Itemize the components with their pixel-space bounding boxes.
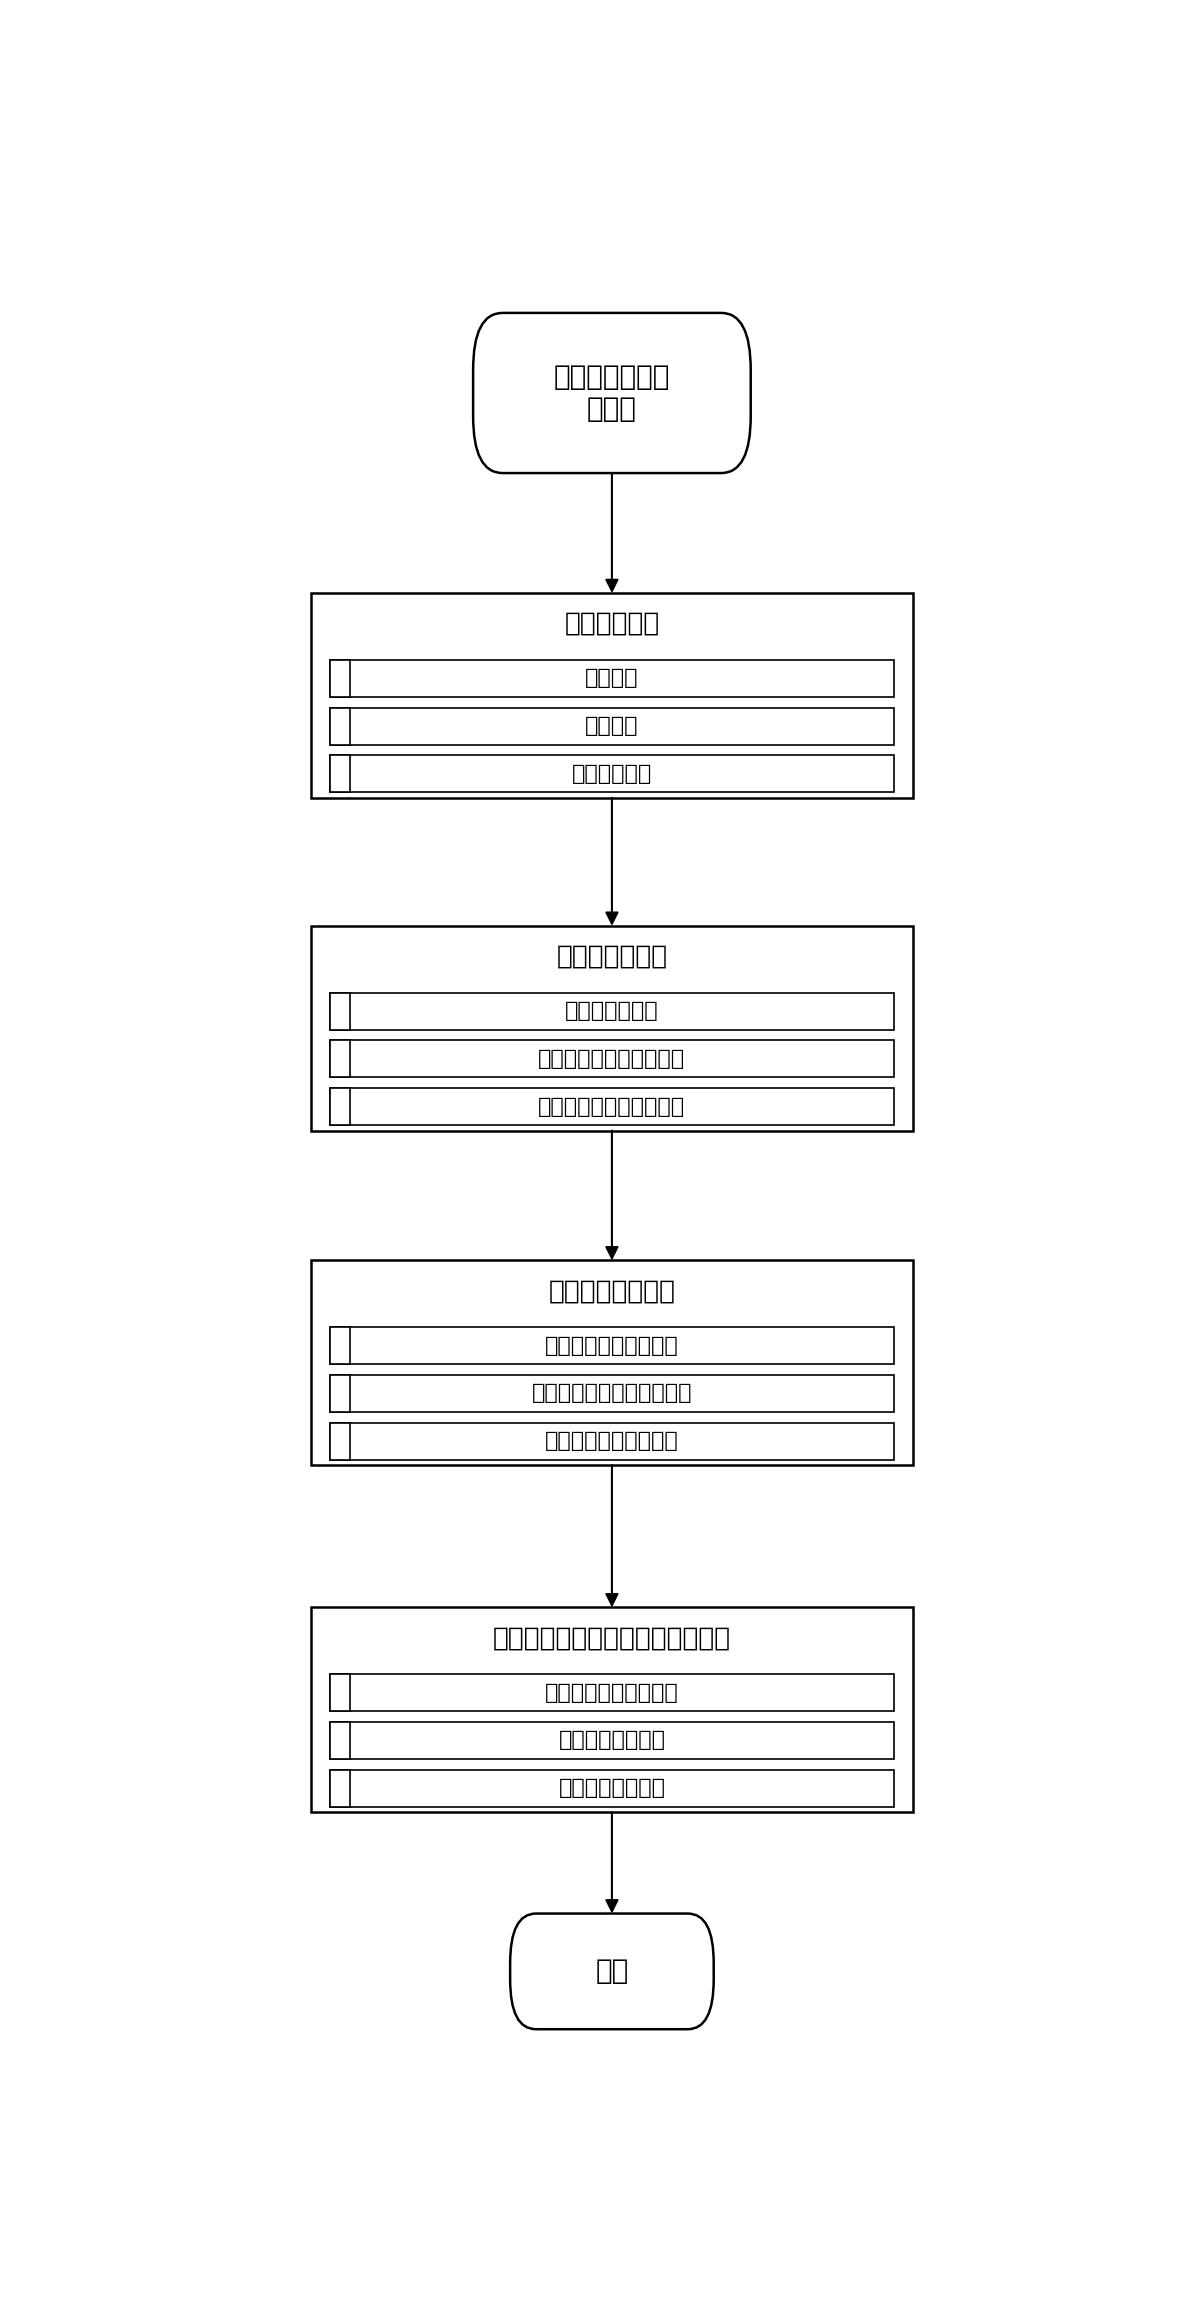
Bar xyxy=(312,1259,912,1465)
Bar xyxy=(330,1722,350,1759)
Bar xyxy=(330,994,350,1031)
Bar xyxy=(312,594,912,797)
Bar xyxy=(330,1040,350,1077)
FancyBboxPatch shape xyxy=(510,1914,714,2029)
Bar xyxy=(330,1040,894,1077)
Bar xyxy=(330,1327,350,1363)
Bar xyxy=(330,1424,350,1461)
Text: 自动验收结果分析和输出验收报告: 自动验收结果分析和输出验收报告 xyxy=(493,1625,731,1650)
Text: 通信配置: 通信配置 xyxy=(585,716,639,737)
Text: 选择要验收的模型和规则: 选择要验收的模型和规则 xyxy=(538,1049,685,1070)
Bar xyxy=(330,1327,894,1363)
Bar xyxy=(330,661,894,698)
Bar xyxy=(330,1722,894,1759)
Text: 主站自动下发控制命令: 主站自动下发控制命令 xyxy=(544,1431,679,1451)
Bar xyxy=(330,1375,350,1412)
Bar xyxy=(312,1608,912,1812)
Text: 自动生成验收报告: 自动生成验收报告 xyxy=(559,1777,665,1798)
Text: 向验收装置同步规则文件: 向验收装置同步规则文件 xyxy=(538,1098,685,1116)
Bar xyxy=(330,1088,350,1125)
Bar xyxy=(330,707,894,744)
Bar xyxy=(312,927,912,1130)
Bar xyxy=(330,994,894,1031)
Text: 智能验收装置自动加量测试: 智能验收装置自动加量测试 xyxy=(531,1384,693,1403)
Text: 自动验收过程数据记录: 自动验收过程数据记录 xyxy=(544,1682,679,1703)
Text: 现场配置: 现场配置 xyxy=(585,668,639,689)
Text: 验收规则配置: 验收规则配置 xyxy=(572,765,652,783)
Bar xyxy=(330,1424,894,1461)
Bar xyxy=(330,1673,894,1710)
Bar xyxy=(330,1673,350,1710)
Text: 单个配电设备自
动验收: 单个配电设备自 动验收 xyxy=(554,363,670,423)
Bar xyxy=(330,1770,350,1807)
Text: 自动验收加量控制: 自动验收加量控制 xyxy=(548,1278,676,1303)
Bar xyxy=(330,1375,894,1412)
Text: 验收环境配置: 验收环境配置 xyxy=(565,610,659,638)
Text: 结束: 结束 xyxy=(596,1957,628,1985)
Text: 主站下发开始验收指令: 主站下发开始验收指令 xyxy=(544,1336,679,1357)
Text: 数据一致性处理: 数据一致性处理 xyxy=(556,943,667,971)
Text: 实时匹配验收规则: 实时匹配验收规则 xyxy=(559,1731,665,1749)
Text: 建立通信并对时: 建立通信并对时 xyxy=(565,1001,659,1021)
Bar xyxy=(330,756,350,793)
Bar xyxy=(330,756,894,793)
Bar xyxy=(330,1088,894,1125)
Bar xyxy=(330,661,350,698)
FancyBboxPatch shape xyxy=(473,312,751,474)
Bar xyxy=(330,707,350,744)
Bar xyxy=(330,1770,894,1807)
